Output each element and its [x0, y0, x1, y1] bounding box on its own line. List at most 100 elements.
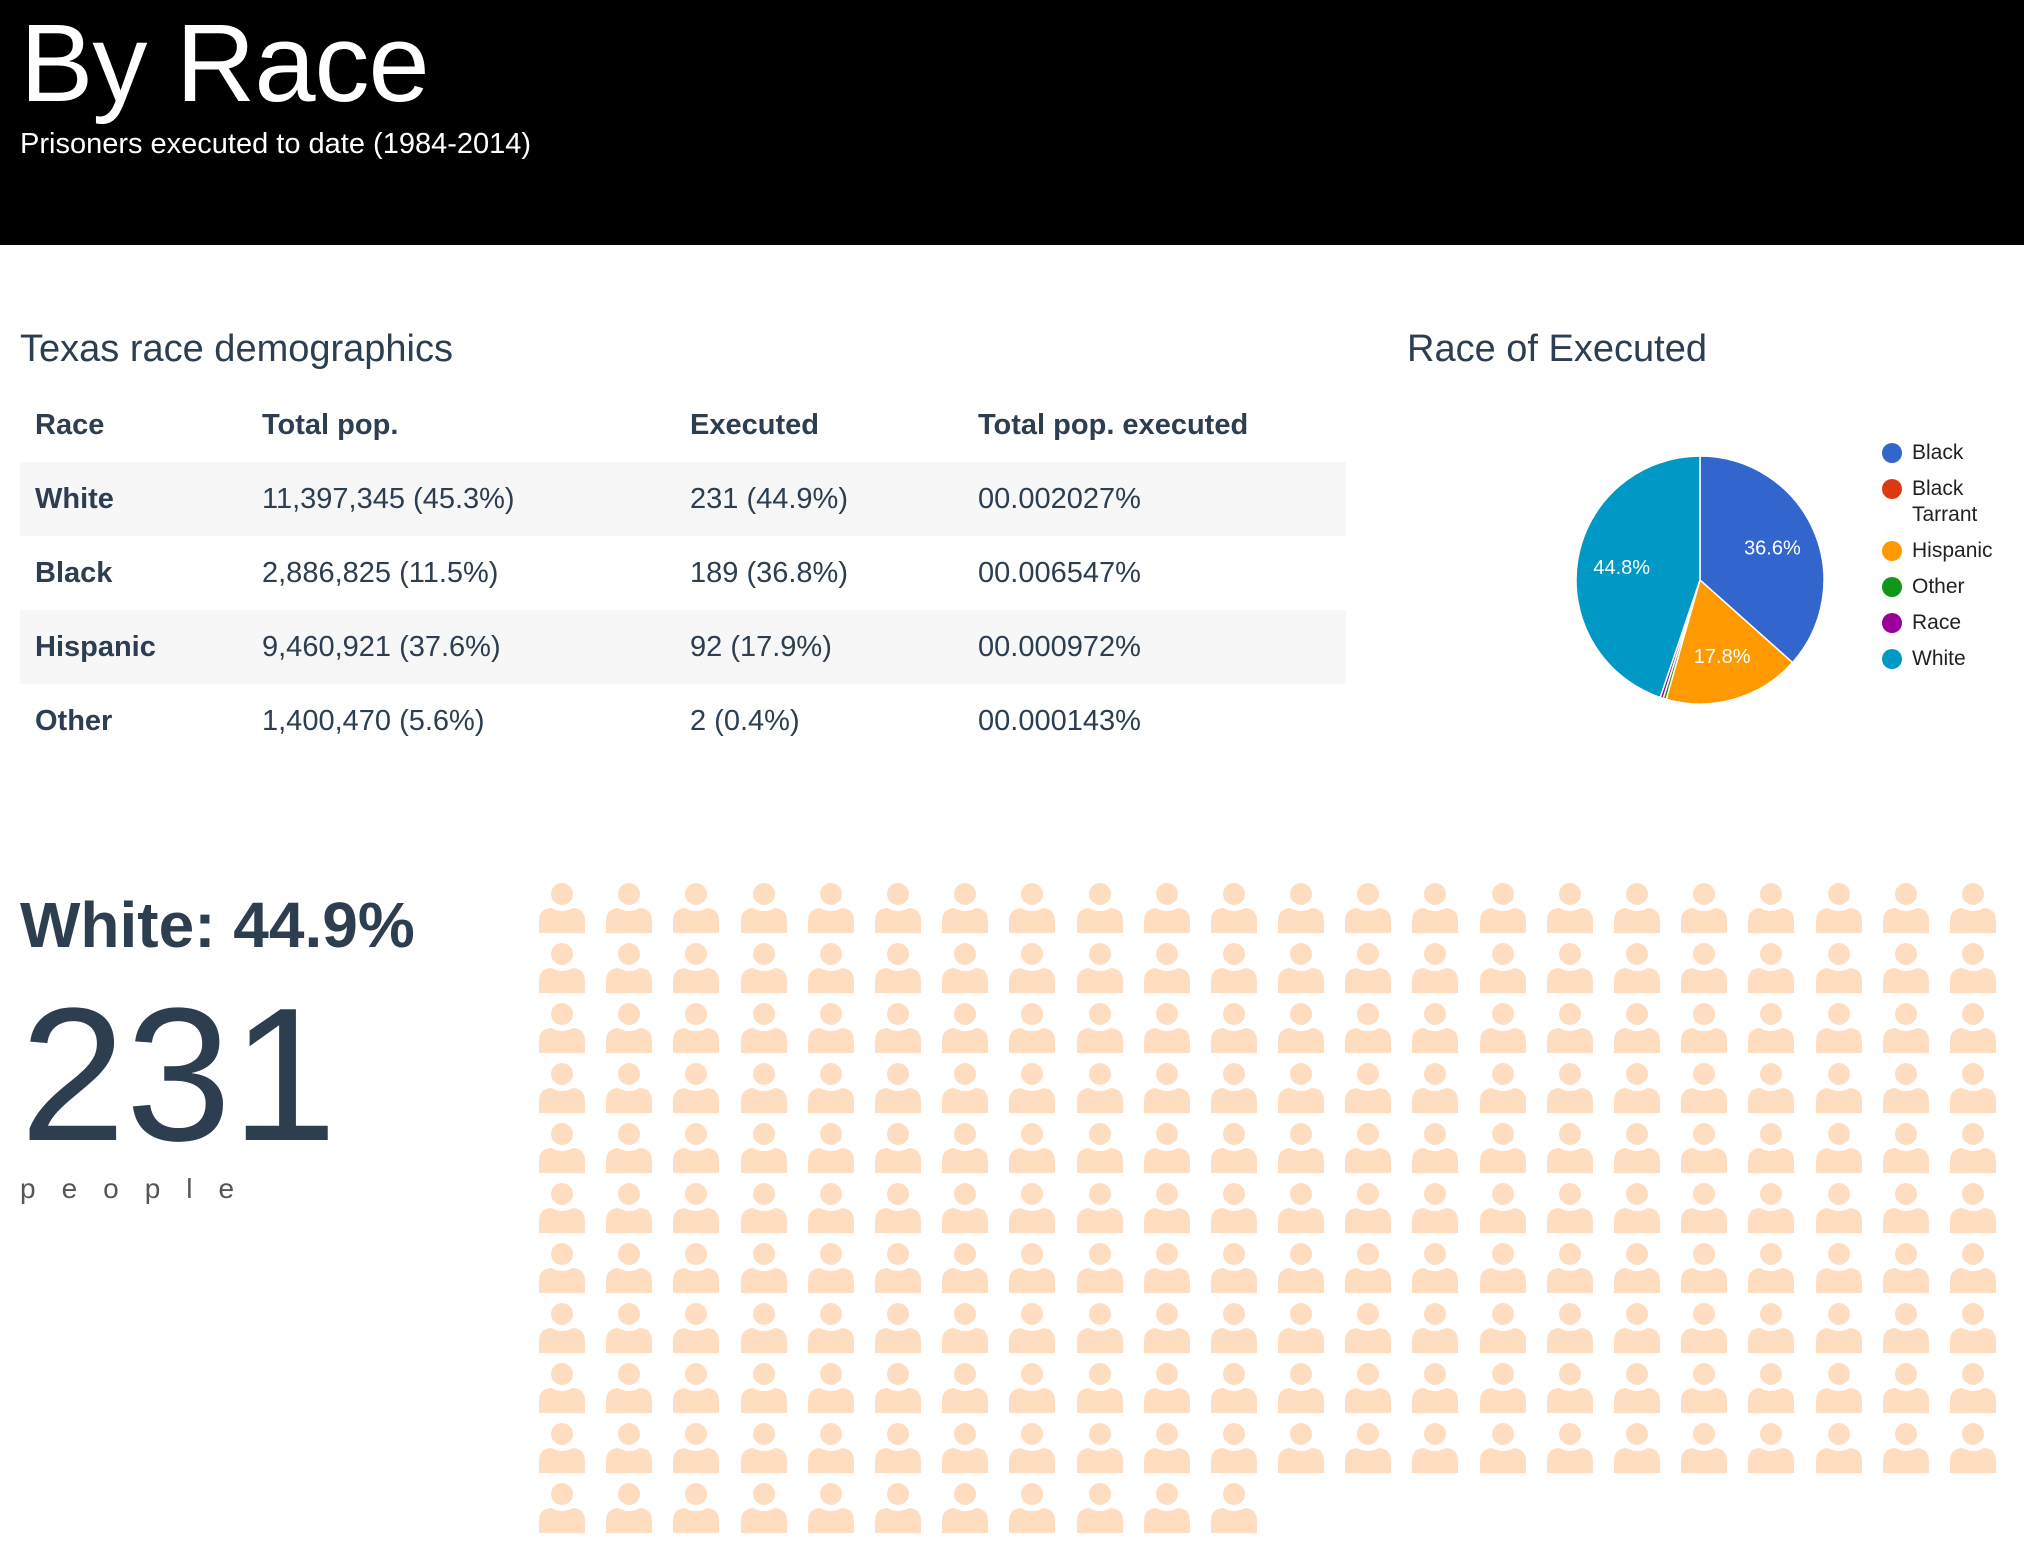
person-icon	[606, 1423, 653, 1473]
person-icon	[673, 1003, 720, 1053]
column-header-race: Race	[35, 408, 105, 441]
person-icon	[1412, 1003, 1459, 1053]
person-icon	[606, 1243, 653, 1293]
person-icon	[1009, 1003, 1056, 1053]
person-icon	[1815, 1363, 1862, 1413]
demographics-table: Race Total pop. Executed Total pop. exec…	[20, 388, 1346, 758]
person-icon	[1345, 1243, 1392, 1293]
person-icon	[1882, 1423, 1929, 1473]
person-icon	[606, 1483, 653, 1533]
pie-chart: 36.6% 17.8% 44.8%	[1575, 455, 1825, 705]
person-icon	[1278, 1183, 1325, 1233]
person-icon	[1412, 1363, 1459, 1413]
person-icon	[1882, 883, 1929, 933]
person-icon	[1748, 1303, 1795, 1353]
person-icon	[1748, 1123, 1795, 1173]
person-icon	[807, 1063, 854, 1113]
person-icon	[1949, 1303, 1996, 1353]
person-icon	[1949, 1003, 1996, 1053]
total-pop-cell: 9,460,921 (37.6%)	[262, 630, 501, 663]
person-icon	[673, 883, 720, 933]
stat-unit: people	[20, 1173, 261, 1204]
person-icon	[1076, 1123, 1123, 1173]
person-icon	[942, 1183, 989, 1233]
person-icon	[1479, 1303, 1526, 1353]
person-icon	[807, 1303, 854, 1353]
person-icon	[1076, 1303, 1123, 1353]
person-icon	[1009, 1303, 1056, 1353]
person-icon	[1949, 1123, 1996, 1173]
table-row: White 11,397,345 (45.3%) 231 (44.9%) 00.…	[20, 462, 1346, 536]
executed-cell: 231 (44.9%)	[690, 482, 848, 515]
stat-label: White: 44.9%	[20, 889, 415, 961]
race-cell: White	[35, 482, 114, 515]
person-icon	[1009, 1063, 1056, 1113]
person-icon	[1614, 1123, 1660, 1173]
person-icon	[1143, 1063, 1190, 1113]
person-icon	[1210, 1183, 1257, 1233]
person-icon	[1278, 943, 1325, 993]
person-icon	[1210, 1063, 1257, 1113]
person-icon-grid	[537, 881, 2017, 1541]
person-icon	[1949, 1243, 1996, 1293]
person-icon	[1210, 1363, 1257, 1413]
legend-swatch	[1882, 613, 1902, 633]
person-icon	[1278, 883, 1325, 933]
executed-cell: 92 (17.9%)	[690, 630, 832, 663]
person-icon	[1882, 1303, 1929, 1353]
person-icon	[1076, 1063, 1123, 1113]
person-icon	[1210, 1303, 1257, 1353]
person-icon	[740, 1423, 787, 1473]
pct-executed-cell: 00.000143%	[978, 704, 1141, 737]
person-icon	[539, 1483, 585, 1533]
person-icon	[740, 1003, 787, 1053]
person-icon	[1949, 1063, 1996, 1113]
person-icon	[606, 1363, 653, 1413]
person-icon	[1210, 1123, 1257, 1173]
person-icon	[1815, 1183, 1862, 1233]
person-icon	[606, 1303, 653, 1353]
person-icon	[1479, 1363, 1526, 1413]
legend-label: Other	[1912, 575, 1965, 598]
person-icon	[539, 1243, 585, 1293]
person-icon	[1949, 883, 1996, 933]
person-icon	[807, 883, 854, 933]
pie-data-label: 36.6%	[1744, 538, 1801, 560]
person-icon	[606, 1003, 653, 1053]
person-icon	[1345, 1123, 1392, 1173]
total-pop-cell: 1,400,470 (5.6%)	[262, 704, 485, 737]
person-icon	[539, 1063, 585, 1113]
legend-swatch	[1882, 577, 1902, 597]
pie-slice-white	[1575, 455, 1701, 699]
total-pop-cell: 2,886,825 (11.5%)	[262, 556, 499, 589]
person-icon	[1949, 1183, 1996, 1233]
page-header: By Race Prisoners executed to date (1984…	[0, 0, 2024, 245]
person-icon	[740, 1483, 787, 1533]
person-icon	[1076, 1423, 1123, 1473]
person-icon	[1546, 1363, 1593, 1413]
person-icon	[874, 1423, 921, 1473]
person-icon	[942, 1483, 989, 1533]
person-icon	[1681, 1063, 1728, 1113]
person-icon	[1143, 883, 1190, 933]
page-title: By Race	[20, 2, 430, 125]
person-icon	[1009, 1183, 1056, 1233]
person-icon	[807, 1423, 854, 1473]
legend-label: Hispanic	[1912, 539, 1993, 562]
legend-label: Black Tarrant	[1912, 477, 1978, 526]
column-header-total-pop: Total pop.	[262, 408, 399, 441]
person-icon	[740, 1303, 787, 1353]
person-icon	[1345, 1363, 1392, 1413]
person-icon	[1278, 1303, 1325, 1353]
person-icon	[1546, 1123, 1593, 1173]
person-icon	[1882, 943, 1929, 993]
legend-item: Black Tarrant	[1882, 476, 2022, 528]
table-header-row: Race Total pop. Executed Total pop. exec…	[20, 388, 1346, 462]
person-icon	[1882, 1183, 1929, 1233]
person-icon	[673, 1123, 720, 1173]
race-cell: Other	[35, 704, 113, 737]
table-row: Black 2,886,825 (11.5%) 189 (36.8%) 00.0…	[20, 536, 1346, 610]
person-icon	[874, 1483, 921, 1533]
pie-data-label: 44.8%	[1593, 557, 1650, 579]
person-icon	[740, 1363, 787, 1413]
